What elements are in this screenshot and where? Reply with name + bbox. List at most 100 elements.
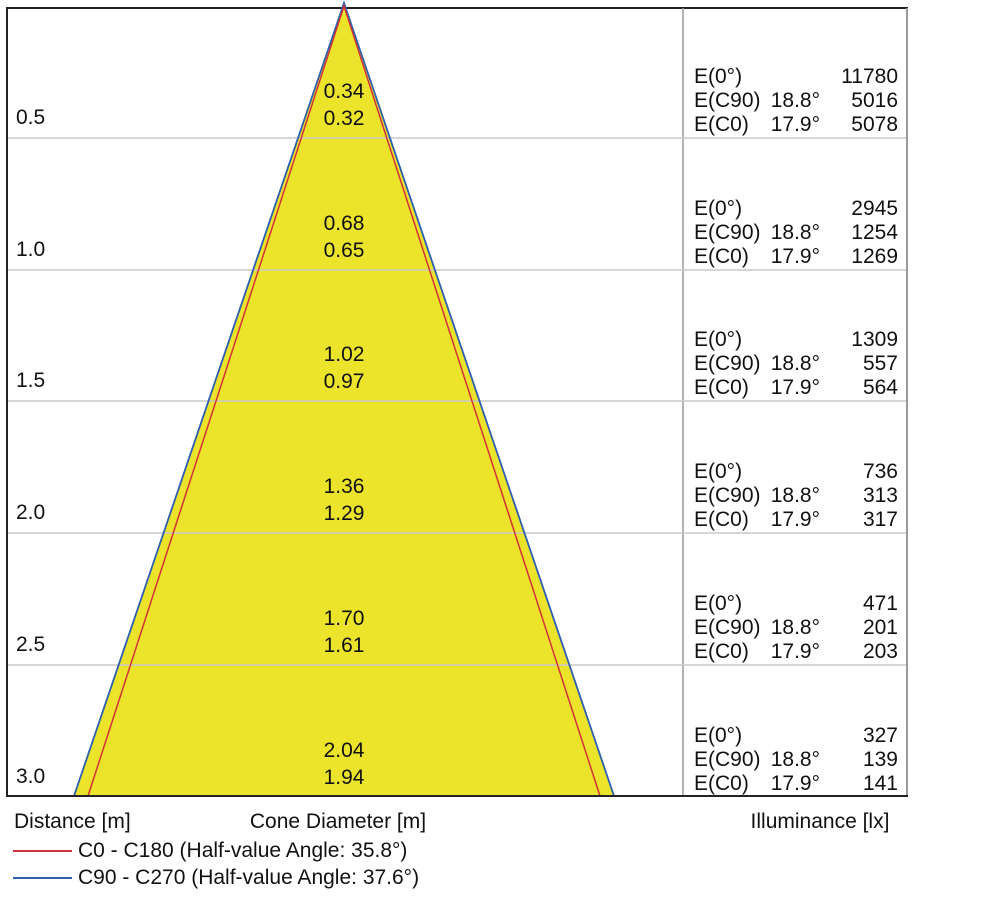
cone-edge-c90 <box>73 0 615 797</box>
illuminance-line: E(0°) 2945 <box>694 197 898 221</box>
distance-label: 3.0 <box>16 765 46 788</box>
e-label: E(C0) <box>694 376 749 399</box>
illuminance-block: E(0°) 1309 E(C90) 18.8° 557 E(C0) 17.9° … <box>694 328 898 400</box>
cone-diameter-c90: 1.02 <box>323 343 365 366</box>
cone-diameter-values: 1.70 1.61 <box>244 605 444 659</box>
illuminance-line: E(0°) 327 <box>694 724 898 748</box>
cone-diameter-c0: 1.29 <box>323 502 365 525</box>
illuminance-line: E(0°) 11780 <box>694 65 898 89</box>
e-angle <box>762 328 820 352</box>
e-angle: 18.8° <box>770 484 820 507</box>
e-angle: 18.8° <box>770 352 820 375</box>
illuminance-block: E(0°) 736 E(C90) 18.8° 313 E(C0) 17.9° 3… <box>694 460 898 532</box>
grid-lines <box>8 137 906 666</box>
e-label: E(0°) <box>694 460 743 483</box>
e-label: E(C90) <box>694 352 761 375</box>
illuminance-line: E(C0) 17.9° 1269 <box>694 245 898 269</box>
cone-diameter-c90: 0.34 <box>323 80 365 103</box>
illuminance-block: E(0°) 471 E(C90) 18.8° 201 E(C0) 17.9° 2… <box>694 592 898 664</box>
e-value: 5078 <box>851 113 898 136</box>
e-value: 201 <box>862 616 898 639</box>
e-value: 471 <box>862 592 898 615</box>
cone-diameter-c0: 1.61 <box>323 634 365 657</box>
e-angle: 18.8° <box>770 748 820 771</box>
illuminance-line: E(C90) 18.8° 201 <box>694 616 898 640</box>
illuminance-line: E(0°) 471 <box>694 592 898 616</box>
cone-fill <box>74 3 614 796</box>
cone-diameter-c0: 0.32 <box>323 107 365 130</box>
e-angle: 17.9° <box>770 772 820 795</box>
e-angle <box>762 65 820 89</box>
illuminance-line: E(C0) 17.9° 564 <box>694 376 898 400</box>
e-value: 557 <box>862 352 898 375</box>
e-value: 139 <box>862 748 898 771</box>
e-angle <box>762 460 820 484</box>
e-label: E(C0) <box>694 640 749 663</box>
e-value: 1269 <box>851 245 898 268</box>
e-value: 141 <box>862 772 898 795</box>
cone-diameter-c90: 2.04 <box>323 739 365 762</box>
illuminance-axis-label: Illuminance [lx] <box>750 810 890 833</box>
e-value: 5016 <box>851 89 898 112</box>
e-value: 564 <box>862 376 898 399</box>
e-angle: 17.9° <box>770 640 820 663</box>
illuminance-line: E(C90) 18.8° 313 <box>694 484 898 508</box>
e-angle: 17.9° <box>770 376 820 399</box>
e-label: E(C0) <box>694 508 749 531</box>
e-angle: 18.8° <box>770 616 820 639</box>
cone-diameter-axis-label: Cone Diameter [m] <box>249 810 427 833</box>
e-angle <box>762 592 820 616</box>
cone-diameter-values: 1.36 1.29 <box>244 473 444 527</box>
legend-c90-line-swatch <box>13 877 72 879</box>
e-value: 2945 <box>851 197 898 220</box>
distance-label: 2.0 <box>16 501 46 524</box>
illuminance-line: E(C90) 18.8° 139 <box>694 748 898 772</box>
e-angle: 17.9° <box>770 508 820 531</box>
e-label: E(C0) <box>694 245 749 268</box>
cone-diameter-c90: 0.68 <box>323 212 365 235</box>
distance-label: 2.5 <box>16 633 46 656</box>
legend-c0-line-swatch <box>13 850 72 852</box>
e-label: E(0°) <box>694 197 743 220</box>
e-label: E(C0) <box>694 772 749 795</box>
cone-diameter-c90: 1.36 <box>323 475 365 498</box>
illuminance-line: E(C90) 18.8° 557 <box>694 352 898 376</box>
cone-diameter-c0: 1.94 <box>323 766 365 789</box>
e-angle <box>762 197 820 221</box>
distance-label: 1.5 <box>16 369 46 392</box>
e-label: E(C90) <box>694 748 761 771</box>
e-label: E(C0) <box>694 113 749 136</box>
cone-diameter-values: 0.68 0.65 <box>244 210 444 264</box>
e-value: 203 <box>862 640 898 663</box>
distance-label: 0.5 <box>16 106 46 129</box>
cone-diameter-c90: 1.70 <box>323 607 365 630</box>
illuminance-line: E(C0) 17.9° 317 <box>694 508 898 532</box>
distance-label: 1.0 <box>16 238 46 261</box>
e-value: 313 <box>862 484 898 507</box>
e-angle: 18.8° <box>770 221 820 244</box>
illuminance-block: E(0°) 327 E(C90) 18.8° 139 E(C0) 17.9° 1… <box>694 724 898 796</box>
e-value: 327 <box>862 724 898 747</box>
e-angle <box>762 724 820 748</box>
distance-axis-label: Distance [m] <box>14 810 131 833</box>
e-label: E(0°) <box>694 65 743 88</box>
cone-diameter-values: 1.02 0.97 <box>244 341 444 395</box>
e-label: E(C90) <box>694 221 761 244</box>
e-value: 11780 <box>841 65 898 88</box>
illuminance-line: E(0°) 1309 <box>694 328 898 352</box>
e-label: E(0°) <box>694 724 743 747</box>
e-angle: 17.9° <box>770 113 820 136</box>
e-label: E(C90) <box>694 484 761 507</box>
legend-c90-label: C90 - C270 (Half-value Angle: 37.6°) <box>78 866 420 889</box>
cone-edge-c0 <box>87 3 601 797</box>
e-value: 317 <box>862 508 898 531</box>
e-angle: 17.9° <box>770 245 820 268</box>
e-label: E(0°) <box>694 328 743 351</box>
e-angle: 18.8° <box>770 89 820 112</box>
cone-diameter-values: 2.04 1.94 <box>244 737 444 791</box>
illuminance-block: E(0°) 2945 E(C90) 18.8° 1254 E(C0) 17.9°… <box>694 197 898 269</box>
illuminance-line: E(C90) 18.8° 1254 <box>694 221 898 245</box>
illuminance-line: E(C0) 17.9° 141 <box>694 772 898 796</box>
